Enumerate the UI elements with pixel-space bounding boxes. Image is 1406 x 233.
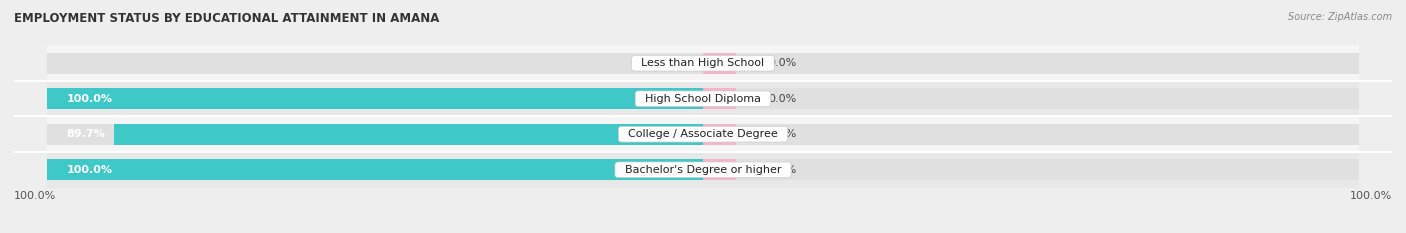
- Bar: [46, 159, 703, 180]
- Text: Source: ZipAtlas.com: Source: ZipAtlas.com: [1288, 12, 1392, 22]
- Bar: [703, 124, 735, 144]
- Text: 0.0%: 0.0%: [769, 58, 797, 68]
- Text: EMPLOYMENT STATUS BY EDUCATIONAL ATTAINMENT IN AMANA: EMPLOYMENT STATUS BY EDUCATIONAL ATTAINM…: [14, 12, 440, 25]
- Text: 0.0%: 0.0%: [769, 165, 797, 175]
- Bar: [703, 53, 735, 74]
- Text: 89.7%: 89.7%: [66, 129, 105, 139]
- Bar: [46, 89, 703, 109]
- Bar: [703, 89, 1360, 109]
- Text: 0.0%: 0.0%: [769, 129, 797, 139]
- Bar: [46, 116, 1360, 152]
- Bar: [46, 124, 703, 144]
- Bar: [703, 53, 1360, 74]
- Text: 100.0%: 100.0%: [66, 165, 112, 175]
- Bar: [703, 89, 735, 109]
- Bar: [46, 152, 1360, 188]
- Text: Less than High School: Less than High School: [634, 58, 772, 68]
- Text: High School Diploma: High School Diploma: [638, 94, 768, 104]
- Bar: [46, 81, 1360, 116]
- Bar: [46, 53, 703, 74]
- Text: College / Associate Degree: College / Associate Degree: [621, 129, 785, 139]
- Text: Bachelor's Degree or higher: Bachelor's Degree or higher: [617, 165, 789, 175]
- Text: 0.0%: 0.0%: [769, 94, 797, 104]
- Bar: [46, 159, 703, 180]
- Bar: [703, 159, 735, 180]
- Text: 100.0%: 100.0%: [1350, 191, 1392, 201]
- Bar: [46, 89, 703, 109]
- Bar: [114, 124, 703, 144]
- Bar: [703, 124, 1360, 144]
- Text: 100.0%: 100.0%: [14, 191, 56, 201]
- Text: 0.0%: 0.0%: [655, 58, 683, 68]
- Text: 100.0%: 100.0%: [66, 94, 112, 104]
- Bar: [46, 45, 1360, 81]
- Bar: [703, 159, 1360, 180]
